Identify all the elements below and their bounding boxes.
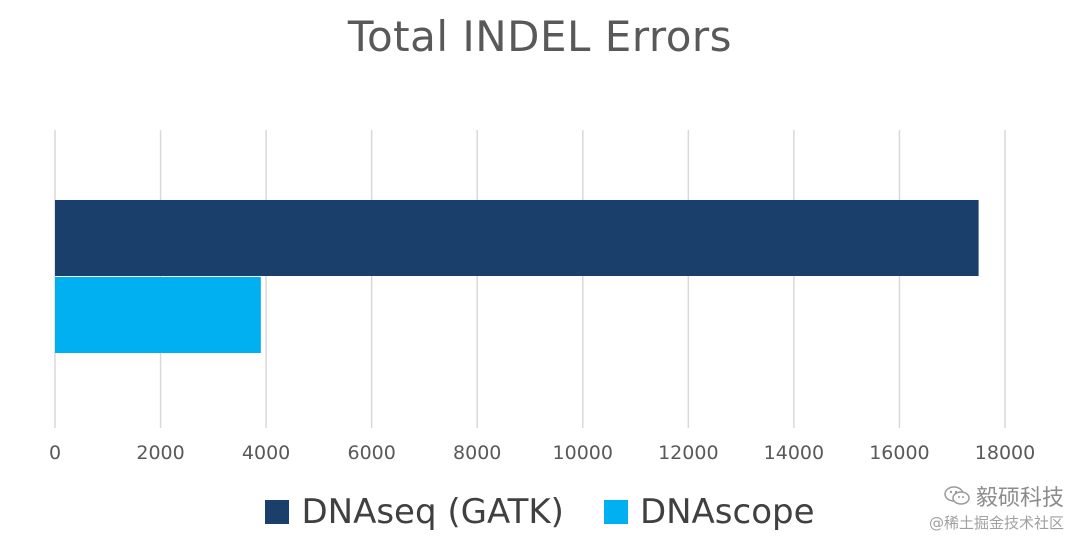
legend-label: DNAseq (GATK) xyxy=(301,492,564,532)
x-tick-label: 2000 xyxy=(136,442,184,464)
bar-dnascope xyxy=(55,277,261,353)
x-tick-label: 4000 xyxy=(242,442,290,464)
chart-legend: DNAseq (GATK) DNAscope xyxy=(0,492,1080,532)
bar-dnaseq-gatk xyxy=(55,200,979,276)
legend-swatch xyxy=(603,500,628,524)
watermark: 毅硕科技 @稀土掘金技术社区 xyxy=(929,480,1064,533)
x-tick-label: 16000 xyxy=(869,442,929,464)
watermark-brand: 毅硕科技 xyxy=(975,486,1064,511)
legend-item: DNAseq (GATK) xyxy=(265,492,564,532)
x-tick-label: 14000 xyxy=(764,442,824,464)
x-tick-label: 0 xyxy=(49,442,61,464)
x-tick-label: 18000 xyxy=(975,442,1035,464)
chart-title: Total INDEL Errors xyxy=(347,12,733,61)
legend-item: DNAscope xyxy=(603,492,815,532)
x-tick-label: 6000 xyxy=(347,442,395,464)
legend-label: DNAscope xyxy=(639,492,815,532)
x-tick-label: 12000 xyxy=(658,442,718,464)
x-tick-label: 8000 xyxy=(453,442,501,464)
x-tick-label: 10000 xyxy=(553,442,613,464)
wechat-icon xyxy=(944,486,970,505)
legend-swatch xyxy=(265,500,290,524)
watermark-sub: @稀土掘金技术社区 xyxy=(928,514,1064,532)
